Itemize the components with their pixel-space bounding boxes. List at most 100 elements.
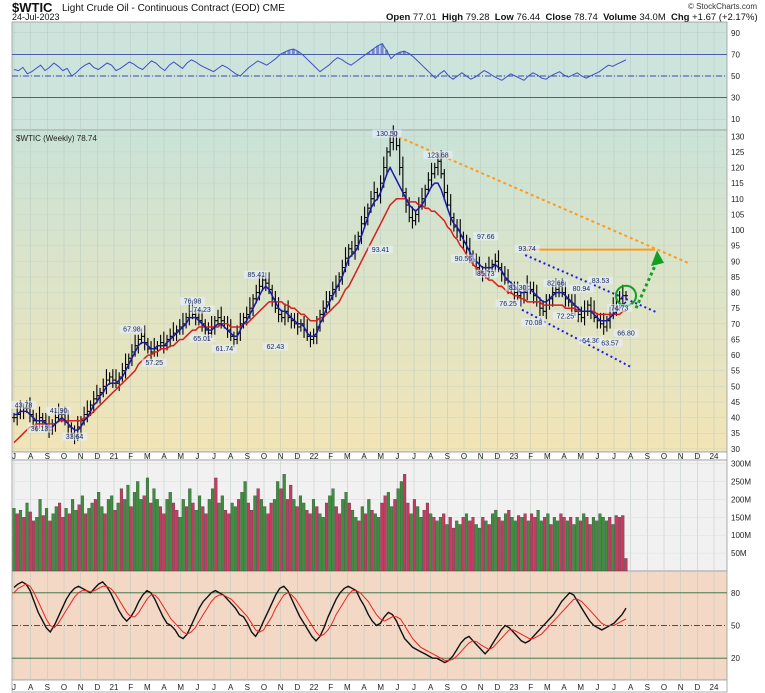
volume-bar bbox=[451, 527, 456, 572]
price-label-bg bbox=[243, 270, 269, 279]
volume-bar bbox=[119, 488, 123, 572]
price-label-bg bbox=[189, 305, 215, 314]
volume-bar bbox=[321, 517, 325, 572]
instrument-title: Light Crude Oil - Continuous Contract (E… bbox=[62, 3, 260, 14]
x-tick-label-bottom: 23 bbox=[510, 683, 519, 692]
x-tick-label: D bbox=[494, 452, 500, 461]
price-label: 85.41 bbox=[247, 272, 265, 279]
price-tick-label: 120 bbox=[731, 164, 745, 173]
volume-bar bbox=[324, 502, 329, 572]
volume-bar bbox=[559, 513, 563, 572]
price-label-bg bbox=[568, 284, 594, 293]
volume-bar bbox=[84, 513, 88, 572]
x-tick-label-bottom: J bbox=[612, 683, 616, 692]
volume-bar bbox=[302, 502, 306, 572]
volume-bar bbox=[25, 502, 29, 572]
credit: © StockCharts.com bbox=[687, 2, 757, 11]
price-tick-label: 40 bbox=[731, 414, 740, 423]
volume-bar bbox=[484, 520, 488, 572]
volume-bar bbox=[347, 502, 351, 572]
volume-bar bbox=[585, 517, 589, 572]
volume-bar bbox=[315, 506, 319, 572]
price-label-bg bbox=[588, 276, 613, 285]
price-label: 33.64 bbox=[66, 434, 84, 441]
volume-bar bbox=[562, 517, 566, 572]
volume-bar bbox=[481, 517, 485, 572]
volume-bar bbox=[461, 517, 465, 572]
price-label: 41.90 bbox=[50, 408, 68, 415]
volume-bar bbox=[295, 506, 299, 572]
price-tick-label: 35 bbox=[731, 429, 740, 438]
x-tick-label-bottom: M bbox=[177, 683, 184, 692]
x-tick-label-bottom: M bbox=[377, 683, 384, 692]
panel-xa2 bbox=[11, 679, 728, 693]
price-tick-label: 125 bbox=[731, 148, 745, 157]
volume-bar bbox=[165, 499, 169, 572]
x-tick-label-bottom: S bbox=[245, 683, 250, 692]
x-tick-label: A bbox=[361, 452, 367, 461]
volume-bar bbox=[132, 492, 136, 572]
x-tick-label: D bbox=[294, 452, 300, 461]
close-label: Close bbox=[545, 12, 572, 23]
rsi-line bbox=[13, 42, 627, 81]
price-tick-label: 30 bbox=[731, 445, 740, 454]
price-tick-label: 55 bbox=[731, 367, 740, 376]
volume-bar bbox=[145, 477, 150, 572]
volume-bar bbox=[614, 515, 618, 572]
stoch-tick-label: 50 bbox=[731, 622, 740, 631]
volume-bar bbox=[298, 495, 303, 572]
volume-bar bbox=[543, 517, 547, 572]
price-panel-title: $WTIC (Weekly) 78.74 bbox=[16, 134, 97, 143]
x-tick-label: F bbox=[328, 452, 333, 461]
price-tick-label: 90 bbox=[731, 257, 740, 266]
x-tick-label-bottom: D bbox=[294, 683, 300, 692]
volume-bar bbox=[351, 509, 355, 572]
volume-bar bbox=[504, 513, 508, 572]
x-tick-label: O bbox=[461, 452, 467, 461]
volume-bar bbox=[152, 488, 156, 572]
volume-bar bbox=[158, 506, 163, 572]
x-tick-label-bottom: A bbox=[561, 683, 567, 692]
volume-bar bbox=[201, 506, 205, 572]
x-tick-label: F bbox=[128, 452, 133, 461]
rsi-tick-label: 30 bbox=[731, 94, 740, 103]
x-tick-label-bottom: O bbox=[461, 683, 467, 692]
price-label-bg bbox=[495, 299, 521, 308]
volume-bar bbox=[419, 517, 423, 572]
volume-bar bbox=[184, 506, 189, 572]
volume-bar bbox=[556, 520, 560, 572]
x-tick-label: M bbox=[177, 452, 184, 461]
volume-bar bbox=[608, 517, 612, 572]
x-tick-label: M bbox=[344, 452, 351, 461]
volume-bar bbox=[403, 474, 407, 572]
x-tick-label: A bbox=[561, 452, 567, 461]
volume-bar bbox=[425, 502, 429, 572]
volume-bar bbox=[370, 509, 374, 572]
x-tick-label: M bbox=[544, 452, 551, 461]
volume-bar bbox=[455, 520, 459, 572]
volume-bar bbox=[393, 499, 397, 572]
volume-bar bbox=[598, 513, 602, 572]
x-tick-label: S bbox=[45, 452, 50, 461]
price-tick-label: 115 bbox=[731, 179, 744, 188]
volume-bar bbox=[334, 506, 338, 572]
volume-bar bbox=[246, 502, 250, 572]
volume-bar bbox=[549, 524, 553, 572]
instrument-name: Light Crude Oil - Continuous Contract (E… bbox=[62, 3, 285, 14]
volume-bar bbox=[308, 513, 312, 572]
volume-bar bbox=[409, 513, 413, 572]
volume-bar bbox=[464, 513, 469, 572]
volume-bar bbox=[364, 513, 368, 572]
volume-bar bbox=[445, 524, 449, 572]
volume-bar bbox=[578, 520, 582, 572]
price-label: 97.66 bbox=[477, 234, 495, 241]
volume-bar bbox=[100, 506, 104, 572]
x-tick-label-bottom: J bbox=[395, 683, 399, 692]
volume-bar bbox=[266, 513, 270, 572]
volume-bar bbox=[435, 520, 439, 572]
x-tick-label: N bbox=[678, 452, 684, 461]
volume-bar bbox=[224, 509, 228, 572]
channel-upper bbox=[524, 254, 659, 314]
volume-bar bbox=[390, 506, 394, 572]
volume-bar bbox=[110, 495, 114, 572]
